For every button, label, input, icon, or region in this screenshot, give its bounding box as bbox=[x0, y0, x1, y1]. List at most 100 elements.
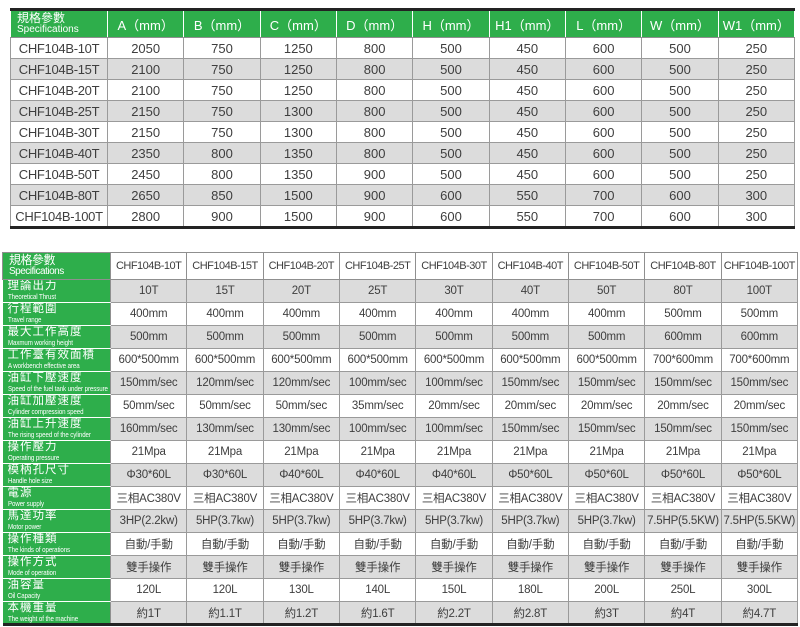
model-name-cell: CHF104B-100T bbox=[10, 205, 108, 228]
spec-value-cell: 21Mpa bbox=[644, 440, 722, 464]
spec-row-label: 油缸加壓速度 Cylinder compression speed bbox=[2, 394, 111, 418]
spec-value-cell: 自動/手動 bbox=[415, 532, 493, 556]
spec-value-cell: 20mm/sec bbox=[644, 394, 722, 418]
spec-value-cell: 180L bbox=[491, 578, 569, 602]
dimensions-row: CHF104B-80T 2650 850 1500 900 600 550 700 600 300 bbox=[10, 184, 796, 206]
dimension-value-cell: 2050 bbox=[106, 37, 185, 59]
spec-row-label-en: Speed of the fuel tank under pressure bbox=[7, 384, 108, 394]
dimension-value-cell: 500 bbox=[641, 37, 719, 59]
dimension-value-cell: 450 bbox=[488, 58, 566, 80]
dimension-value-cell: 700 bbox=[564, 205, 643, 228]
spec-row-label: 電源 Power supply bbox=[2, 486, 111, 510]
spec-value-cell: 500mm bbox=[338, 325, 417, 349]
spec-value-cell: 400mm bbox=[109, 302, 188, 326]
dimension-value-cell: 800 bbox=[335, 121, 414, 143]
dimension-value-cell: 900 bbox=[183, 205, 261, 228]
spec-value-cell: 10T bbox=[109, 279, 188, 303]
spec-row-label-cn: 油缸下壓速度 bbox=[7, 372, 83, 385]
spec-row: 油缸上升速度 The rising speed of the cylinder 16… bbox=[2, 417, 799, 441]
spec-row-label-en: Mode of operation bbox=[7, 568, 56, 578]
spec-row-label: 工作臺有效面積 A workbench effective area bbox=[2, 348, 111, 372]
spec-value-cell: 150mm/sec bbox=[491, 371, 569, 395]
spec-value-cell: 30T bbox=[415, 279, 493, 303]
dimension-value-cell: 1300 bbox=[259, 121, 337, 143]
dimension-value-cell: 600 bbox=[564, 37, 643, 59]
dimension-value-cell: 500 bbox=[412, 163, 490, 185]
spec-value-cell: 100mm/sec bbox=[415, 417, 493, 441]
dimension-value-cell: 250 bbox=[717, 142, 796, 164]
spec-row-label-cn: 工作臺有效面積 bbox=[7, 349, 95, 362]
spec-value-cell: 140L bbox=[338, 578, 417, 602]
spec-value-cell: 150L bbox=[415, 578, 493, 602]
spec-row-label-cn: 油缸加壓速度 bbox=[7, 395, 83, 408]
spec-value-cell: 21Mpa bbox=[415, 440, 493, 464]
spec-value-cell: 5HP(3.7kw) bbox=[415, 509, 493, 533]
dimension-value-cell: 2100 bbox=[106, 79, 185, 101]
dimension-value-cell: 450 bbox=[488, 121, 566, 143]
spec-row-label-cn: 行程範圍 bbox=[7, 303, 58, 316]
spec-value-cell: Φ50*60L bbox=[720, 463, 799, 487]
spec-value-cell: 自動/手動 bbox=[644, 532, 722, 556]
spec-value-cell: 100mm/sec bbox=[338, 417, 417, 441]
model-column-header: CHF104B-50T bbox=[567, 252, 646, 280]
spec-row-label-cn: 馬達功率 bbox=[7, 510, 58, 523]
dimension-value-cell: 600 bbox=[412, 205, 490, 228]
spec-value-cell: 三相AC380V bbox=[338, 486, 417, 510]
spec-value-cell: 約4.7T bbox=[720, 600, 799, 626]
dimensions-row: CHF104B-15T 2100 750 1250 800 500 450 600 500 250 bbox=[10, 58, 796, 80]
spec-row-label-en: Cylinder compression speed bbox=[7, 407, 84, 417]
spec-value-cell: 三相AC380V bbox=[415, 486, 493, 510]
spec-row-label-en: Operating pressure bbox=[7, 453, 59, 463]
spec-row: 油容量 Oil Capacity 120L 120L 130L 140L 150L 180L 2… bbox=[2, 578, 799, 602]
spec-value-cell: 150mm/sec bbox=[567, 417, 646, 441]
dimension-value-cell: 500 bbox=[412, 121, 490, 143]
model-name-cell: CHF104B-40T bbox=[10, 142, 108, 164]
spec-value-cell: 120mm/sec bbox=[186, 371, 264, 395]
dimension-value-cell: 450 bbox=[488, 163, 566, 185]
spec-value-cell: 三相AC380V bbox=[262, 486, 340, 510]
spec-row: 操作種類 The kinds of operations 自動/手動 自動/手動 自動/… bbox=[2, 532, 799, 556]
spec-row: 油缸下壓速度 Speed of the fuel tank under press… bbox=[2, 371, 799, 395]
dimension-value-cell: 800 bbox=[335, 142, 414, 164]
spec-value-cell: 20mm/sec bbox=[415, 394, 493, 418]
spec-value-cell: 400mm bbox=[338, 302, 417, 326]
dimension-value-cell: 1250 bbox=[259, 58, 337, 80]
spec-value-cell: 150mm/sec bbox=[644, 417, 722, 441]
spec-value-cell: 7.5HP(5.5KW) bbox=[720, 509, 799, 533]
spec-value-cell: 15T bbox=[186, 279, 264, 303]
dimension-value-cell: 250 bbox=[717, 58, 796, 80]
model-column-header: CHF104B-40T bbox=[491, 252, 569, 280]
spec-value-cell: Φ40*60L bbox=[262, 463, 340, 487]
spec-value-cell: 600*500mm bbox=[415, 348, 493, 372]
dimension-value-cell: 600 bbox=[412, 184, 490, 206]
spec-value-cell: 600*500mm bbox=[338, 348, 417, 372]
spec-value-cell: 250L bbox=[644, 578, 722, 602]
dimensions-row: CHF104B-25T 2150 750 1300 800 500 450 600 500 250 bbox=[10, 100, 796, 122]
dimension-value-cell: 750 bbox=[183, 58, 261, 80]
dimension-value-cell: 800 bbox=[335, 100, 414, 122]
model-column-header: CHF104B-25T bbox=[338, 252, 417, 280]
dimension-value-cell: 500 bbox=[412, 100, 490, 122]
spec-row: 理論出力 Theoretical Thrust 10T 15T 20T 25T 30T 40T… bbox=[2, 279, 799, 303]
spec-value-cell: 約1.1T bbox=[186, 600, 264, 626]
spec-row-label-cn: 理論出力 bbox=[7, 280, 58, 293]
table-corner-header: 規格參數 Specifications bbox=[10, 9, 108, 38]
column-header: W（mm） bbox=[641, 9, 719, 38]
dimension-value-cell: 2800 bbox=[106, 205, 185, 228]
spec-value-cell: 100T bbox=[720, 279, 799, 303]
model-column-header: CHF104B-10T bbox=[109, 252, 188, 280]
dimension-value-cell: 300 bbox=[717, 205, 796, 228]
dimension-value-cell: 1300 bbox=[259, 100, 337, 122]
dimension-value-cell: 2350 bbox=[106, 142, 185, 164]
spec-value-cell: 21Mpa bbox=[262, 440, 340, 464]
spec-value-cell: 雙手操作 bbox=[109, 555, 188, 579]
model-name-cell: CHF104B-25T bbox=[10, 100, 108, 122]
dimension-value-cell: 500 bbox=[412, 37, 490, 59]
dimensions-row: CHF104B-20T 2100 750 1250 800 500 450 600 500 250 bbox=[10, 79, 796, 101]
spec-value-cell: 三相AC380V bbox=[491, 486, 569, 510]
spec-row: 工作臺有效面積 A workbench effective area 600*500… bbox=[2, 348, 799, 372]
dimension-value-cell: 500 bbox=[641, 100, 719, 122]
spec-row-label: 理論出力 Theoretical Thrust bbox=[2, 279, 111, 303]
dimension-value-cell: 600 bbox=[564, 142, 643, 164]
spec-value-cell: 400mm bbox=[415, 302, 493, 326]
